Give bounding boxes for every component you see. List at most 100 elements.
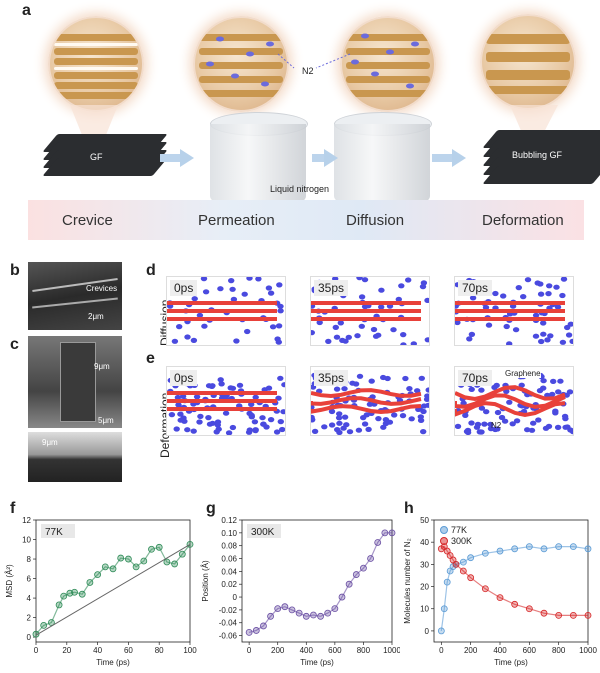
series-line <box>248 532 392 633</box>
n2-molecule <box>420 429 427 435</box>
n2-molecule <box>474 421 482 427</box>
x-tick-label: 200 <box>464 646 478 655</box>
y-tick-label: 8 <box>27 555 32 564</box>
y-tick-label: -0.06 <box>219 632 238 641</box>
data-point <box>86 579 94 586</box>
n2-molecule <box>177 411 184 417</box>
data-point <box>388 529 396 537</box>
y-axis-label: Molecules number of N₂ <box>403 538 412 623</box>
n2-molecule <box>418 375 425 381</box>
n2-molecule <box>190 337 198 343</box>
time-label: 35ps <box>314 280 349 296</box>
panel-label-a: a <box>22 2 31 19</box>
x-axis-label: Time (ps) <box>300 658 334 667</box>
x-tick-label: 0 <box>439 646 444 655</box>
data-point <box>525 605 533 613</box>
n2-molecule <box>222 410 230 416</box>
data-point <box>281 603 289 611</box>
n2-molecule <box>524 427 531 433</box>
graphene-label: Graphene <box>505 369 541 378</box>
n2-molecule <box>424 337 429 343</box>
n2-molecule <box>378 287 385 293</box>
n2-molecule <box>328 422 336 428</box>
n2-molecule <box>217 377 224 383</box>
data-point <box>555 543 563 551</box>
data-point <box>245 628 253 636</box>
n2-molecule <box>492 290 499 297</box>
n2-molecule <box>487 421 494 427</box>
data-point <box>295 609 303 617</box>
n2-molecule <box>248 414 255 420</box>
n2-molecule <box>225 430 233 435</box>
x-tick-label: 60 <box>124 646 133 655</box>
n2-molecule <box>197 413 204 419</box>
n2-molecule <box>267 417 275 423</box>
n2-molecule <box>555 389 562 395</box>
data-point <box>440 605 448 613</box>
y-tick-label: 40 <box>420 538 429 547</box>
n2-molecule <box>345 334 352 340</box>
data-point <box>459 567 467 575</box>
n2-molecule <box>361 277 369 283</box>
n2-molecule <box>196 419 203 425</box>
liquid-nitrogen-label: Liquid nitrogen <box>270 184 330 194</box>
data-point <box>452 560 460 568</box>
data-point <box>163 558 171 566</box>
n2-molecule <box>355 427 363 433</box>
n2-molecule <box>399 413 407 419</box>
graphene-layer <box>455 385 566 402</box>
n2-molecule <box>279 426 285 433</box>
n2-molecule <box>405 277 412 283</box>
data-point <box>148 545 155 553</box>
data-point <box>171 560 179 568</box>
n2-molecule <box>410 341 417 345</box>
badge-bg <box>247 524 281 538</box>
n2-molecule <box>202 289 210 295</box>
data-point <box>555 611 563 619</box>
n2-molecule <box>321 424 328 430</box>
plot-frame <box>241 519 393 643</box>
n2-molecule <box>460 400 467 406</box>
n2-molecule <box>425 387 429 393</box>
chart-h: 0 200 400 600 800 1000 0 10 20 30 40 50 Time (ps) Mol… <box>403 516 597 667</box>
legend-marker <box>440 526 448 534</box>
n2-molecule <box>553 284 560 290</box>
n2-molecule <box>380 424 387 430</box>
series-line <box>440 545 588 616</box>
data-point <box>481 585 489 593</box>
x-tick-label: 0 <box>247 646 252 655</box>
data-point <box>94 571 101 579</box>
y-tick-label: 6 <box>27 575 32 584</box>
x-axis-label: Time (ps) <box>96 658 130 667</box>
n2-molecule <box>424 297 429 303</box>
n2-molecule <box>398 283 405 289</box>
n2-molecule <box>506 399 513 405</box>
stage-permeation: Permeation <box>198 212 275 229</box>
y-tick-label: 0.10 <box>221 529 237 538</box>
n2-molecule <box>552 408 559 414</box>
n2-molecule <box>565 332 573 338</box>
n2-molecule <box>370 326 378 333</box>
n2-molecule <box>462 412 469 418</box>
n2-molecule <box>265 385 273 391</box>
x-tick-label: 800 <box>357 646 371 655</box>
y-tick-label: 10 <box>420 605 429 614</box>
n2-molecule <box>562 416 569 422</box>
sem-image-c-top: 9μm 5μm <box>28 336 122 428</box>
data-point <box>443 578 451 586</box>
n2-molecule <box>229 424 237 431</box>
n2-molecule <box>263 424 270 430</box>
n2-molecule <box>358 294 366 300</box>
data-point <box>569 611 577 619</box>
time-label: 0ps <box>170 280 198 296</box>
y-tick-label: 0.02 <box>221 580 237 589</box>
n2-molecule <box>215 426 222 432</box>
n2-molecule <box>466 336 473 342</box>
height-label-1: 9μm <box>94 362 110 371</box>
graphene-layer <box>311 396 422 406</box>
panel-label-e: e <box>146 350 155 367</box>
n2-molecule <box>336 411 343 417</box>
x-tick-label: 400 <box>493 646 507 655</box>
n2-molecule <box>524 277 532 283</box>
chart-f: 0 20 40 60 80 100 0 2 4 6 8 10 12 Time (ps) MSD (Å²) 77… <box>5 516 197 667</box>
